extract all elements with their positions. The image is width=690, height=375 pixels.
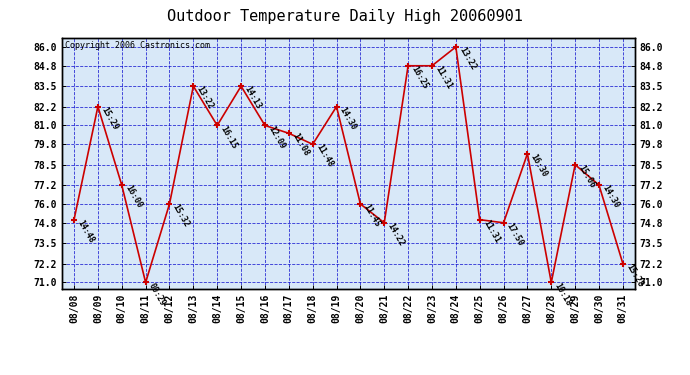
Text: 17:50: 17:50 (505, 221, 525, 248)
Text: 15:06: 15:06 (577, 163, 597, 189)
Text: 11:48: 11:48 (314, 143, 335, 169)
Text: 16:30: 16:30 (529, 152, 549, 178)
Text: 16:25: 16:25 (409, 64, 430, 90)
Text: 14:48: 14:48 (75, 218, 96, 244)
Text: 10:18: 10:18 (553, 281, 573, 307)
Text: 14:30: 14:30 (600, 184, 621, 210)
Text: 13:22: 13:22 (195, 85, 215, 111)
Text: 14:13: 14:13 (242, 85, 263, 111)
Text: 16:00: 16:00 (123, 184, 144, 210)
Text: 11:45: 11:45 (362, 202, 382, 229)
Text: 14:22: 14:22 (386, 221, 406, 248)
Text: 11:31: 11:31 (433, 64, 453, 90)
Text: 13:22: 13:22 (457, 45, 477, 72)
Text: 15:32: 15:32 (171, 202, 191, 229)
Text: 15:29: 15:29 (99, 105, 119, 131)
Text: 14:30: 14:30 (338, 105, 358, 131)
Text: 15:28: 15:28 (624, 262, 644, 288)
Text: 11:08: 11:08 (290, 132, 310, 158)
Text: Outdoor Temperature Daily High 20060901: Outdoor Temperature Daily High 20060901 (167, 9, 523, 24)
Text: 16:15: 16:15 (219, 124, 239, 150)
Text: 12:09: 12:09 (266, 124, 286, 150)
Text: 00:29: 00:29 (147, 281, 167, 307)
Text: 11:31: 11:31 (481, 218, 502, 244)
Text: Copyright 2006 Castronics.com: Copyright 2006 Castronics.com (65, 41, 210, 50)
